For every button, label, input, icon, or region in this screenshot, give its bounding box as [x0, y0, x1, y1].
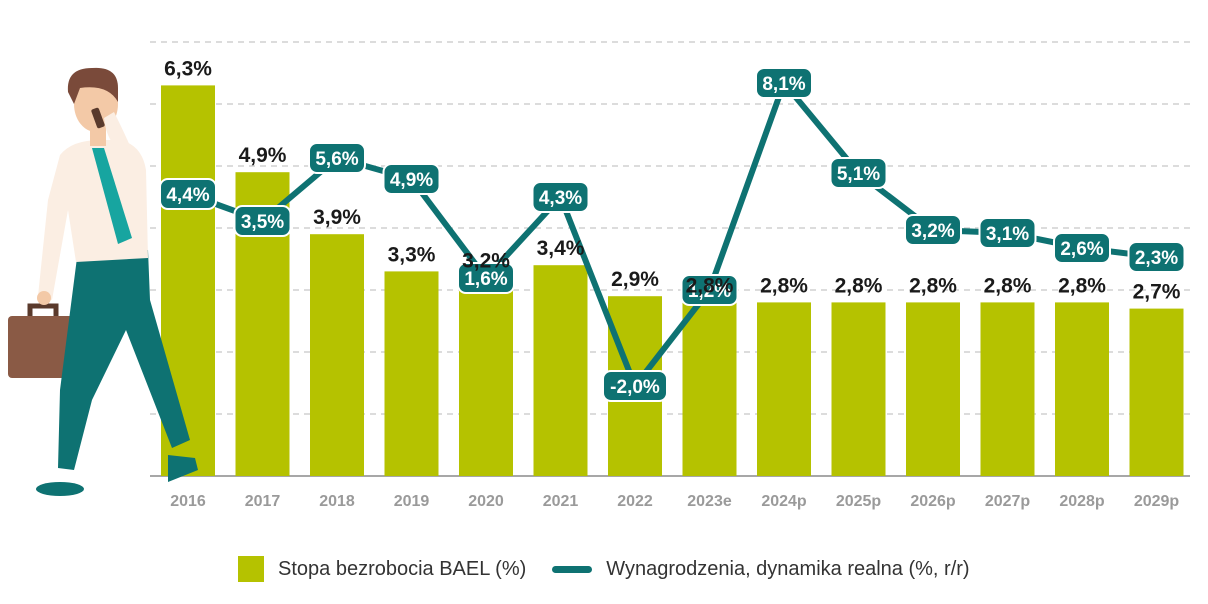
line-series: 4,4% 3,5% 5,6% 4,9% 1,6% 4,3% -2,0% 1,2% 8,1% 5,1… [159, 67, 1186, 402]
line-data-label: 3,5% [241, 212, 284, 233]
businessman-illustration [8, 67, 198, 496]
chart: 2016 2017 2018 2019 2020 2021 2022 2023e 2024p 20… [8, 41, 1190, 510]
right-shoe [168, 455, 198, 482]
line-data-label: 3,1% [986, 224, 1029, 245]
bar [310, 234, 364, 476]
x-tick-label: 2020 [468, 493, 504, 510]
hair [67, 67, 118, 104]
bar-data-label: 2,8% [984, 274, 1032, 297]
bar-data-label: 2,8% [1058, 274, 1106, 297]
bar-data-label: 2,9% [611, 268, 659, 291]
x-tick-label: 2025p [836, 493, 882, 510]
legend-bar-label: Stopa bezrobocia BAEL (%) [278, 557, 527, 580]
briefcase-handle [27, 303, 59, 316]
line-data-label: -2,0% [610, 377, 660, 398]
bar-data-label: 2,8% [686, 274, 734, 297]
bar [906, 302, 960, 476]
legend-bar-swatch [238, 556, 264, 582]
bar-data-label: 2,8% [909, 274, 957, 297]
x-tick-label: 2029p [1134, 493, 1180, 510]
raised-arm [104, 112, 130, 150]
line-point-badge [382, 163, 441, 195]
bar [831, 302, 886, 476]
line-point-badge [457, 262, 515, 294]
line-data-label: 4,3% [539, 188, 582, 209]
line-point-badge [1127, 241, 1186, 273]
bar-data-label: 3,9% [313, 206, 361, 229]
x-tick-label: 2024p [761, 493, 807, 510]
bar [384, 271, 439, 476]
line-point-badge [233, 205, 292, 237]
line-data-label: 8,1% [762, 74, 805, 95]
bar-data-label: 3,4% [537, 237, 585, 260]
line-point-badge [308, 142, 366, 174]
bar [682, 302, 737, 476]
x-tick-label: 2022 [617, 493, 653, 510]
bar [1129, 308, 1184, 476]
x-tick-label: 2021 [543, 493, 579, 510]
line-data-label: 4,9% [390, 170, 433, 191]
bar-data-label: 6,3% [164, 57, 212, 80]
bar-data-label: 2,7% [1133, 281, 1181, 304]
line-point-badge [755, 67, 813, 99]
line-data-label: 3,2% [911, 221, 954, 242]
bar-data-labels: 6,3% 4,9% 3,9% 3,3% 3,2% 3,4% 2,9% 2,8% 2,8% 2,8%… [164, 57, 1181, 303]
line-data-label: 4,4% [166, 185, 209, 206]
bar-data-label: 2,8% [835, 274, 883, 297]
line-point-badge [1053, 232, 1111, 264]
line-point-badge [829, 157, 888, 189]
x-tick-label: 2016 [170, 493, 206, 510]
shirt [38, 140, 148, 300]
bar [533, 265, 588, 476]
hand [37, 291, 51, 305]
x-tick-label: 2027p [985, 493, 1031, 510]
left-shoe [36, 482, 84, 496]
x-tick-label: 2019 [394, 493, 430, 510]
line-point-badge [159, 178, 217, 210]
x-tick-label: 2026p [910, 493, 956, 510]
bar [459, 277, 513, 476]
line-point-badge [602, 370, 668, 402]
x-tick-label: 2028p [1059, 493, 1105, 510]
line-point-badge [978, 217, 1037, 249]
legend-line-label: Wynagrodzenia, dynamika realna (%, r/r) [606, 557, 970, 580]
line-data-label: 2,6% [1060, 239, 1103, 260]
legend: Stopa bezrobocia BAEL (%) Wynagrodzenia,… [238, 556, 970, 582]
line-data-label: 5,6% [315, 149, 358, 170]
bar-data-label: 3,3% [388, 243, 436, 266]
bar-data-label: 2,8% [760, 274, 808, 297]
x-tick-label: 2018 [319, 493, 355, 510]
line-data-label: 1,6% [464, 269, 507, 290]
x-tick-label: 2023e [687, 493, 732, 510]
line-point-badge [904, 214, 962, 246]
bar-data-label: 4,9% [239, 144, 287, 167]
x-tick-label: 2017 [245, 493, 281, 510]
bar-data-label: 3,2% [462, 250, 510, 273]
tie [92, 148, 132, 244]
line-point-badge [680, 274, 739, 306]
bar [980, 302, 1035, 476]
line-data-label: 2,3% [1135, 248, 1178, 269]
briefcase-icon [8, 316, 78, 378]
legend-line-swatch [552, 565, 593, 573]
bar [1055, 302, 1109, 476]
line-data-label: 1,2% [688, 281, 731, 302]
bar [757, 302, 811, 476]
line-point-badge [531, 181, 590, 213]
line-data-label: 5,1% [837, 164, 880, 185]
x-axis-ticks: 2016 2017 2018 2019 2020 2021 2022 2023e 2024p 20… [170, 493, 1179, 510]
trousers [58, 250, 190, 470]
phone-icon [91, 107, 105, 129]
